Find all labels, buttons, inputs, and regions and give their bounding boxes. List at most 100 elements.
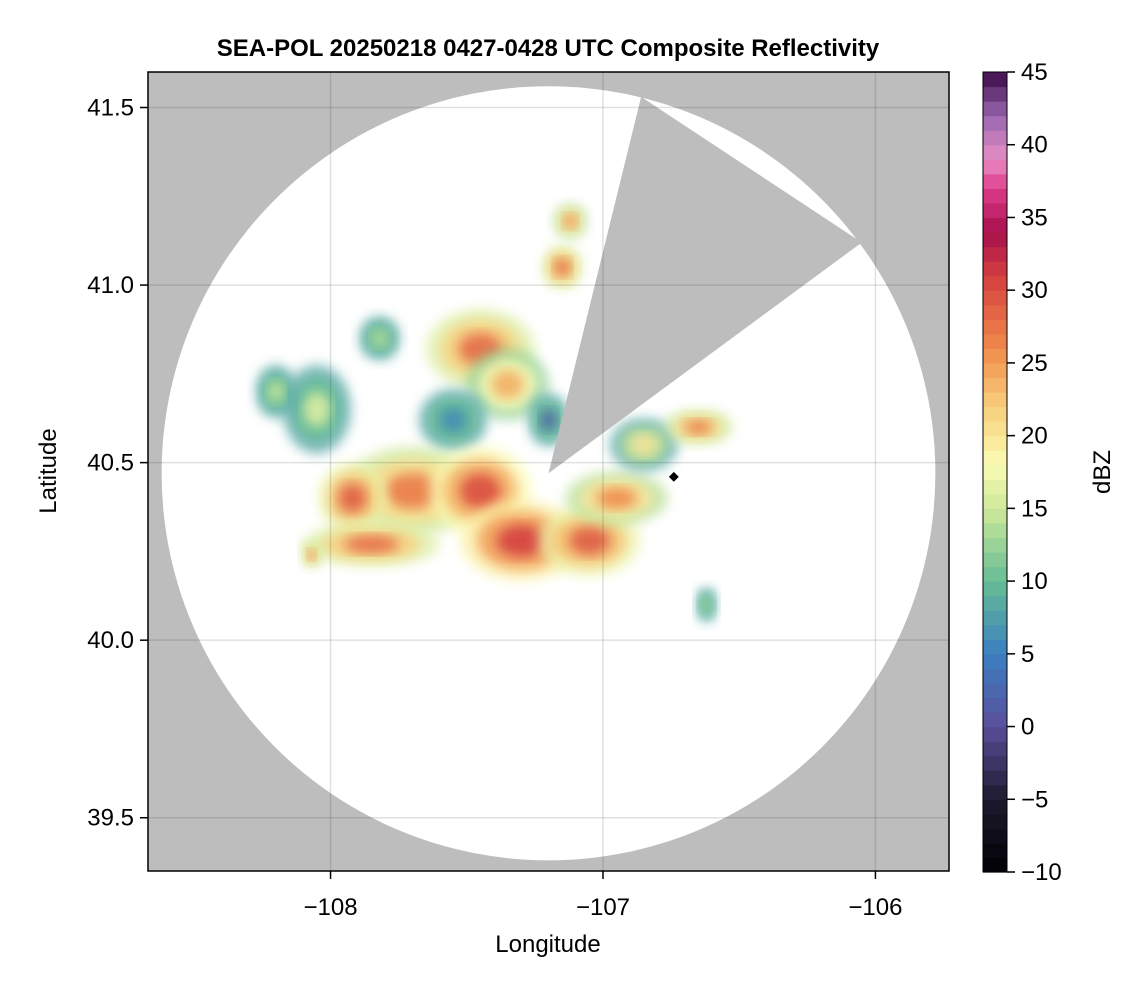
- x-tick-label: −107: [576, 894, 630, 921]
- colorbar-band: [983, 581, 1007, 597]
- colorbar-band: [983, 261, 1007, 277]
- colorbar-band: [983, 682, 1007, 699]
- reflectivity-cell-core: [338, 483, 366, 513]
- colorbar-band: [983, 552, 1007, 568]
- colorbar-band: [983, 217, 1007, 233]
- colorbar-band: [983, 799, 1007, 815]
- colorbar-tick-label: 45: [1021, 59, 1048, 86]
- reflectivity-cell-core: [596, 487, 638, 509]
- reflectivity-cell-core: [459, 473, 501, 509]
- colorbar-band: [983, 639, 1007, 655]
- reflectivity-cell-core: [563, 214, 578, 229]
- colorbar-band: [983, 290, 1007, 306]
- y-tick-label: 39.5: [87, 805, 134, 832]
- colorbar-band: [983, 813, 1007, 829]
- plot-area: [148, 72, 949, 871]
- colorbar-tick-label: 5: [1021, 641, 1034, 668]
- reflectivity-cell-core: [496, 524, 546, 557]
- colorbar-band: [983, 842, 1007, 859]
- colorbar-band: [983, 319, 1007, 335]
- colorbar-tick-label: −10: [1021, 859, 1062, 886]
- colorbar-band: [983, 130, 1007, 146]
- colorbar-band: [983, 362, 1007, 379]
- colorbar: −10 −5 0 5 10 15 20 25 30 35 40 45 dBZ: [982, 59, 1116, 886]
- colorbar-band: [983, 595, 1007, 611]
- y-tick-label: 41.0: [87, 272, 134, 299]
- reflectivity-cell-core: [540, 409, 557, 431]
- colorbar-band: [983, 784, 1007, 800]
- colorbar-band: [983, 304, 1007, 320]
- colorbar-band: [983, 610, 1007, 626]
- colorbar-band: [983, 668, 1007, 684]
- colorbar-band: [983, 144, 1007, 160]
- blocked-sector: [548, 96, 862, 474]
- colorbar-band: [983, 479, 1007, 495]
- colorbar-band: [983, 72, 1007, 88]
- colorbar-band: [983, 202, 1007, 219]
- colorbar-band: [983, 377, 1007, 393]
- y-axis-ticks: 39.5 40.0 40.5 41.0 41.5: [87, 95, 148, 832]
- colorbar-band: [983, 508, 1007, 524]
- colorbar-ticks: −10 −5 0 5 10 15 20 25 30 35 40 45: [1007, 59, 1062, 886]
- colorbar-band: [983, 770, 1007, 786]
- colorbar-label: dBZ: [1089, 450, 1116, 494]
- colorbar-band: [983, 653, 1007, 669]
- colorbar-tick-label: 15: [1021, 495, 1048, 522]
- y-tick-label: 40.5: [87, 450, 134, 477]
- x-tick-label: −106: [848, 894, 902, 921]
- radar-site-marker: [668, 471, 679, 482]
- colorbar-frame: [982, 71, 1008, 873]
- colorbar-band: [983, 537, 1007, 553]
- colorbar-tick-label: 0: [1021, 714, 1034, 741]
- colorbar-band: [983, 101, 1007, 117]
- colorbar-band: [983, 726, 1007, 742]
- reflectivity-cell-core: [307, 549, 316, 561]
- colorbar-tick-label: 40: [1021, 132, 1048, 159]
- colorbar-band: [983, 741, 1007, 757]
- colorbar-tick-label: 30: [1021, 277, 1048, 304]
- colorbar-tick-label: 35: [1021, 204, 1048, 231]
- colorbar-band: [983, 755, 1007, 771]
- reflectivity-cell-core: [491, 370, 524, 399]
- colorbar-tick-label: −5: [1021, 786, 1048, 813]
- colorbar-tick-label: 10: [1021, 568, 1048, 595]
- colorbar-band: [983, 159, 1007, 175]
- colorbar-band: [983, 435, 1007, 451]
- x-axis-label: Longitude: [495, 931, 600, 958]
- plot-frame: [147, 71, 950, 872]
- colorbar-band: [983, 232, 1007, 248]
- colorbar-band: [983, 566, 1007, 582]
- colorbar-band: [983, 188, 1007, 204]
- colorbar-band: [983, 333, 1007, 349]
- colorbar-band: [983, 493, 1007, 509]
- reflectivity-cell-core: [303, 391, 331, 428]
- colorbar-band: [983, 464, 1007, 480]
- colorbar-tick-label: 20: [1021, 423, 1048, 450]
- colorbar-band: [983, 246, 1007, 262]
- colorbar-band: [983, 348, 1007, 364]
- y-tick-label: 41.5: [87, 95, 134, 122]
- colorbar-tick-label: 25: [1021, 350, 1048, 377]
- colorbar-band: [983, 624, 1007, 640]
- y-axis-label: Latitude: [35, 428, 62, 513]
- chart-title: SEA-POL 20250218 0427-0428 UTC Composite…: [217, 35, 880, 62]
- colorbar-band: [983, 450, 1007, 466]
- reflectivity-cell-core: [630, 434, 658, 456]
- reflectivity-cell-core: [568, 526, 610, 555]
- reflectivity-cell-core: [684, 420, 712, 435]
- grid-lines: [148, 72, 949, 871]
- colorbar-band: [983, 115, 1007, 131]
- colorbar-band: [983, 828, 1007, 844]
- colorbar-band: [983, 86, 1007, 102]
- colorbar-band: [983, 173, 1007, 189]
- colorbar-band: [983, 857, 1007, 873]
- colorbar-band: [983, 522, 1007, 539]
- y-tick-label: 40.0: [87, 627, 134, 654]
- reflectivity-cell-core: [553, 258, 571, 277]
- x-tick-label: −108: [304, 894, 358, 921]
- reflectivity-cell-core: [267, 380, 285, 403]
- x-axis-ticks: −108 −107 −106: [304, 871, 902, 921]
- colorbar-band: [983, 421, 1007, 437]
